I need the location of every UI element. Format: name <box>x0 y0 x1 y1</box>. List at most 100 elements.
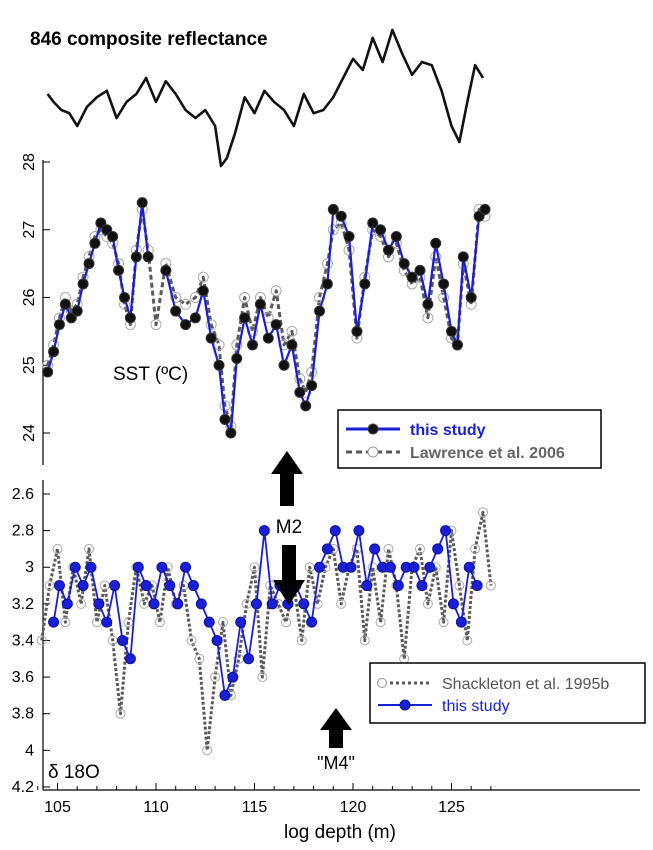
sst-tick-label: 26 <box>21 289 38 307</box>
sst-legend: this study Lawrence et al. 2006 <box>337 409 602 469</box>
sst-point <box>225 427 237 439</box>
reflectance-line <box>46 28 485 168</box>
d18o-legend-label-this-study: this study <box>442 698 510 715</box>
d18o-tick-label: 2.6 <box>12 486 34 503</box>
sst-legend-label-lawrence: Lawrence et al. 2006 <box>410 445 565 462</box>
sst-legend-label-this-study: this study <box>410 422 486 439</box>
d18o-line <box>40 510 493 752</box>
sst-point <box>270 285 282 297</box>
sst-point <box>321 278 333 290</box>
m4-label: "M4" <box>317 753 355 773</box>
d18o-legend-box <box>369 662 646 724</box>
d18o-point <box>48 616 60 628</box>
sst-point <box>351 325 363 337</box>
sst-point <box>278 359 290 371</box>
d18o-point <box>359 635 370 646</box>
d18o-legend-marker-this-study <box>399 699 411 711</box>
d18o-point <box>369 543 381 555</box>
sst-point <box>130 251 142 263</box>
sst-point <box>205 319 217 331</box>
d18o-point <box>61 598 73 610</box>
sst-point <box>124 312 136 324</box>
d18o-point <box>314 561 326 573</box>
d18o-point <box>186 635 197 646</box>
d18o-point <box>101 616 113 628</box>
d18o-point <box>321 543 333 555</box>
sst-point <box>300 400 312 412</box>
sst-point <box>430 237 442 249</box>
d18o-point <box>60 617 71 628</box>
d18o-point <box>463 561 475 573</box>
d18o-point <box>154 617 165 628</box>
d18o-point <box>250 598 262 610</box>
sst-point <box>422 312 434 324</box>
sst-point <box>438 292 450 303</box>
sst-point <box>254 298 266 310</box>
d18o-legend: Shackleton et al. 1995b this study <box>369 662 646 724</box>
x-tick-label: 110 <box>143 799 169 816</box>
sst-point <box>479 203 491 215</box>
sst-point <box>430 251 442 263</box>
d18o-point <box>383 543 394 554</box>
d18o-point <box>109 580 121 592</box>
sst-point <box>359 278 371 290</box>
d18o-point <box>470 543 481 554</box>
sst-point <box>375 224 387 236</box>
d18o-point <box>115 708 126 719</box>
sst-point <box>286 325 298 337</box>
d18o-point <box>217 617 228 628</box>
d18o-tick-label: 2.8 <box>12 523 34 540</box>
sst-point <box>48 346 60 358</box>
d18o-point <box>156 561 168 573</box>
sst-point <box>294 386 306 398</box>
sst-point <box>306 380 318 392</box>
d18o-point <box>422 598 433 609</box>
d18o-point <box>249 562 260 573</box>
d18o-point <box>210 672 221 683</box>
sst-point <box>77 278 89 290</box>
sst-point <box>89 237 101 249</box>
sst-point <box>446 325 457 337</box>
sst-series <box>42 197 491 439</box>
sst-y-ticks: 24 25 26 27 28 <box>21 153 50 442</box>
d18o-point <box>447 598 459 610</box>
sst-point <box>314 305 326 317</box>
sst-point <box>294 373 306 385</box>
m4-annotation: "M4" <box>317 708 355 773</box>
sst-point <box>451 339 463 351</box>
d18o-point <box>243 653 255 665</box>
d18o-point <box>455 616 467 628</box>
sst-legend-box <box>337 409 602 469</box>
d18o-point <box>258 525 270 537</box>
d18o-tick-label: 4 <box>25 742 34 759</box>
d18o-point <box>93 598 105 610</box>
d18o-tick-label: 3.8 <box>12 706 34 723</box>
sst-point <box>142 251 154 263</box>
d18o-point <box>124 653 136 665</box>
d18o-axis-label: δ 18O <box>48 762 100 783</box>
d18o-point <box>194 653 205 664</box>
d18o-point <box>361 580 373 592</box>
d18o-point <box>180 561 192 573</box>
d18o-tick-label: 3.4 <box>12 632 34 649</box>
sst-point <box>83 258 95 270</box>
d18o-point <box>85 561 97 573</box>
d18o-point <box>76 598 87 609</box>
d18o-point <box>312 598 323 609</box>
d18o-point <box>424 561 436 573</box>
sst-point <box>107 231 119 243</box>
sst-tick-label: 24 <box>21 424 38 442</box>
sst-axis-label: SST (ºC) <box>113 364 188 385</box>
sst-point <box>136 197 148 209</box>
d18o-point <box>52 543 63 554</box>
sst-point <box>180 319 192 331</box>
d18o-point <box>336 598 347 609</box>
m2-down-arrow <box>273 545 305 605</box>
d18o-point <box>462 635 473 646</box>
d18o-point <box>392 580 404 592</box>
sst-point <box>160 264 172 276</box>
sst-point <box>239 312 251 324</box>
d18o-point <box>140 580 152 592</box>
d18o-point <box>306 616 318 628</box>
d18o-point <box>187 580 199 592</box>
